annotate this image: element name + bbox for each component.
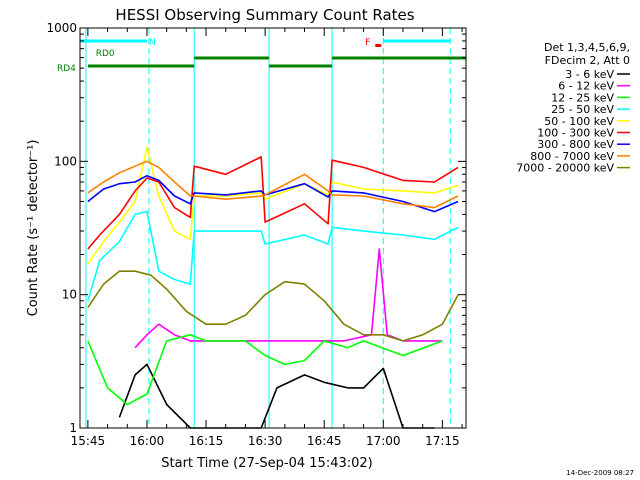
series-line-5 bbox=[87, 156, 459, 250]
x-tick-label-1: 16:00 bbox=[130, 434, 165, 448]
x-tick-label-0: 15:45 bbox=[71, 434, 106, 448]
legend-entry-0: 3 - 6 keV bbox=[565, 68, 614, 81]
series-line-3 bbox=[87, 210, 459, 302]
flag-f-marker bbox=[375, 44, 382, 47]
rd4-bar-label: RD4 bbox=[57, 64, 76, 74]
legend-entry-6: 300 - 800 keV bbox=[537, 138, 614, 151]
y-tick-label-1: 10 bbox=[62, 288, 77, 302]
state-bar-label-n: N bbox=[149, 38, 156, 48]
series-line-7 bbox=[87, 160, 459, 209]
y-tick-label-3: 1000 bbox=[46, 21, 77, 35]
chart-title: HESSI Observing Summary Count Rates bbox=[115, 6, 414, 24]
legend: Det 1,3,4,5,6,9, FDecim 2, Att 0 3 - 6 k… bbox=[516, 41, 630, 175]
series-line-8 bbox=[87, 270, 459, 342]
legend-entry-8: 7000 - 20000 keV bbox=[516, 162, 614, 175]
axes: RD4 15:45 16:00 16:15 16:30 16:45 17:00 17:15 1 1… bbox=[46, 21, 466, 448]
series-line-1 bbox=[134, 248, 443, 349]
legend-title-line-1: Det 1,3,4,5,6,9, bbox=[544, 41, 630, 54]
x-tick-label-4: 16:45 bbox=[307, 434, 342, 448]
legend-entry-2: 12 - 25 keV bbox=[551, 91, 614, 104]
footer-timestamp: 14-Dec-2009 08:27 bbox=[566, 469, 634, 477]
plot-area: N F RD0 bbox=[80, 28, 466, 429]
state-bar-label-f: F bbox=[365, 38, 370, 48]
series-line-2 bbox=[87, 333, 443, 406]
legend-entry-3: 25 - 50 keV bbox=[551, 103, 614, 116]
x-tick-label-3: 16:30 bbox=[248, 434, 283, 448]
plot-frame bbox=[79, 27, 467, 429]
series-line-4 bbox=[87, 146, 459, 265]
x-tick-label-2: 16:15 bbox=[189, 434, 224, 448]
legend-title-line-2: FDecim 2, Att 0 bbox=[545, 54, 630, 67]
x-tick-label-5: 17:00 bbox=[366, 434, 401, 448]
legend-entry-4: 50 - 100 keV bbox=[544, 115, 614, 128]
legend-entry-7: 800 - 7000 keV bbox=[530, 150, 614, 163]
x-axis-label: Start Time (27-Sep-04 15:43:02) bbox=[161, 456, 372, 471]
y-axis-label: Count Rate (s⁻¹ detector⁻¹) bbox=[26, 140, 41, 317]
y-tick-label-2: 100 bbox=[54, 154, 77, 168]
rd0-bar-label: RD0 bbox=[96, 49, 115, 59]
series-line-6 bbox=[87, 174, 459, 213]
legend-entry-1: 6 - 12 keV bbox=[558, 80, 614, 93]
x-tick-label-6: 17:15 bbox=[425, 434, 460, 448]
y-tick-label-0: 1 bbox=[69, 421, 77, 435]
legend-entry-5: 100 - 300 keV bbox=[537, 127, 614, 140]
